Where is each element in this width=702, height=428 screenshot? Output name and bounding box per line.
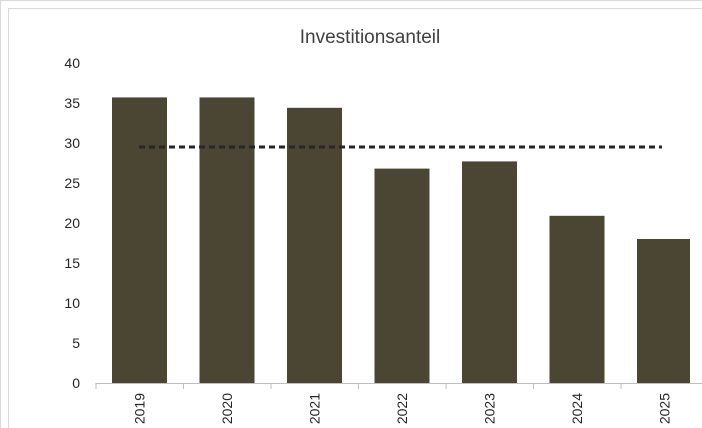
x-tick-label: 2023 bbox=[482, 393, 498, 424]
y-tick-label: 20 bbox=[64, 215, 80, 231]
bar-2020 bbox=[199, 97, 255, 384]
bar-2021 bbox=[287, 107, 342, 384]
y-tick-label: 35 bbox=[64, 95, 80, 111]
x-tick-label: 2024 bbox=[569, 393, 585, 424]
y-tick-label: 30 bbox=[64, 135, 80, 151]
bar-series bbox=[112, 97, 690, 384]
y-tick-label: 10 bbox=[64, 295, 80, 311]
y-tick-label: 25 bbox=[64, 175, 80, 191]
bar-2019 bbox=[112, 97, 167, 384]
x-tick-label: 2025 bbox=[657, 393, 673, 424]
bar-2023 bbox=[462, 161, 517, 383]
x-tick-label: 2022 bbox=[394, 393, 410, 424]
y-tick-label: 15 bbox=[64, 255, 80, 271]
bar-2025 bbox=[637, 239, 690, 383]
bar-2024 bbox=[549, 215, 605, 383]
y-tick-label: 40 bbox=[64, 55, 80, 71]
x-tick-label: 2020 bbox=[219, 393, 235, 424]
x-axis-ticks: 2019 2020 2021 2022 2023 2024 2025 bbox=[95, 383, 673, 424]
x-tick-label: 2019 bbox=[132, 393, 148, 424]
y-axis-ticks: 0 5 10 15 20 25 30 35 40 bbox=[64, 55, 80, 391]
bar-2022 bbox=[374, 168, 430, 383]
x-tick-label: 2021 bbox=[307, 393, 323, 424]
y-tick-label: 5 bbox=[72, 335, 80, 351]
y-tick-label: 0 bbox=[72, 375, 80, 391]
chart-title: Investitionsanteil bbox=[300, 27, 440, 48]
